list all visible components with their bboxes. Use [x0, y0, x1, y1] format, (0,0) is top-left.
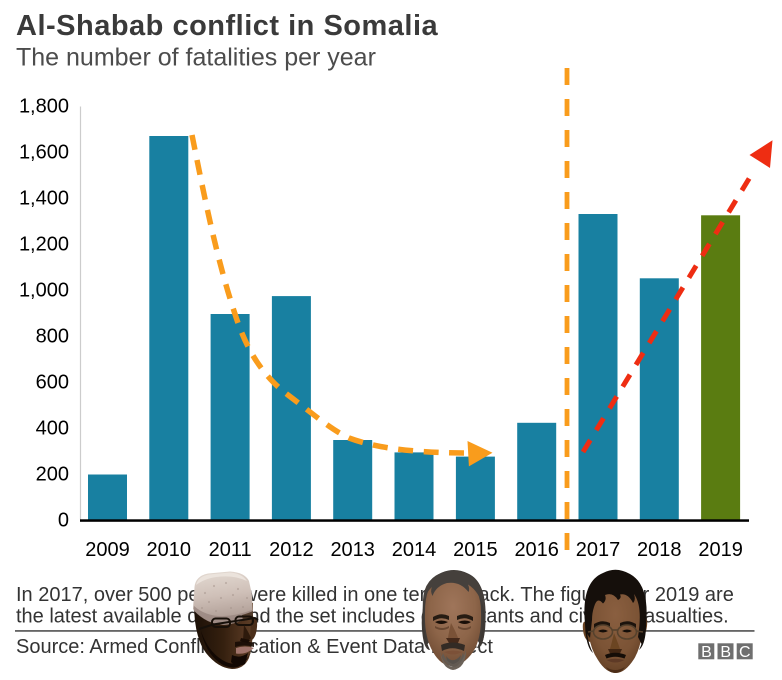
svg-text:2013: 2013 — [330, 539, 375, 561]
svg-text:2010: 2010 — [147, 539, 192, 561]
svg-text:400: 400 — [36, 418, 69, 440]
svg-text:1,400: 1,400 — [19, 188, 69, 210]
svg-text:1,200: 1,200 — [19, 234, 69, 256]
svg-text:2016: 2016 — [514, 539, 559, 561]
svg-text:B: B — [720, 644, 731, 661]
svg-text:2018: 2018 — [637, 539, 682, 561]
svg-text:1,800: 1,800 — [19, 96, 69, 118]
svg-text:600: 600 — [36, 372, 69, 394]
svg-text:2012: 2012 — [269, 539, 314, 561]
svg-text:C: C — [739, 644, 751, 661]
svg-text:800: 800 — [36, 326, 69, 348]
svg-text:1,600: 1,600 — [19, 142, 69, 164]
svg-text:0: 0 — [58, 510, 69, 532]
svg-text:Source: Armed Conflict Locatio: Source: Armed Conflict Location & Event … — [16, 636, 493, 658]
svg-text:2011: 2011 — [209, 539, 252, 561]
svg-text:2015: 2015 — [453, 539, 498, 561]
svg-text:2017: 2017 — [576, 539, 621, 561]
svg-text:Al-Shabab conflict in Somalia: Al-Shabab conflict in Somalia — [16, 10, 439, 42]
svg-text:1,000: 1,000 — [19, 280, 69, 302]
svg-text:B: B — [701, 644, 712, 661]
svg-text:2019: 2019 — [698, 539, 743, 561]
svg-text:The number of fatalities per y: The number of fatalities per year — [16, 43, 376, 71]
svg-text:2014: 2014 — [392, 539, 437, 561]
svg-text:2009: 2009 — [85, 539, 130, 561]
svg-text:200: 200 — [36, 464, 69, 486]
